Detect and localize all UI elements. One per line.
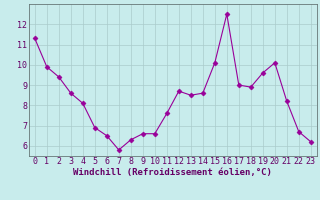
X-axis label: Windchill (Refroidissement éolien,°C): Windchill (Refroidissement éolien,°C) (73, 168, 272, 177)
